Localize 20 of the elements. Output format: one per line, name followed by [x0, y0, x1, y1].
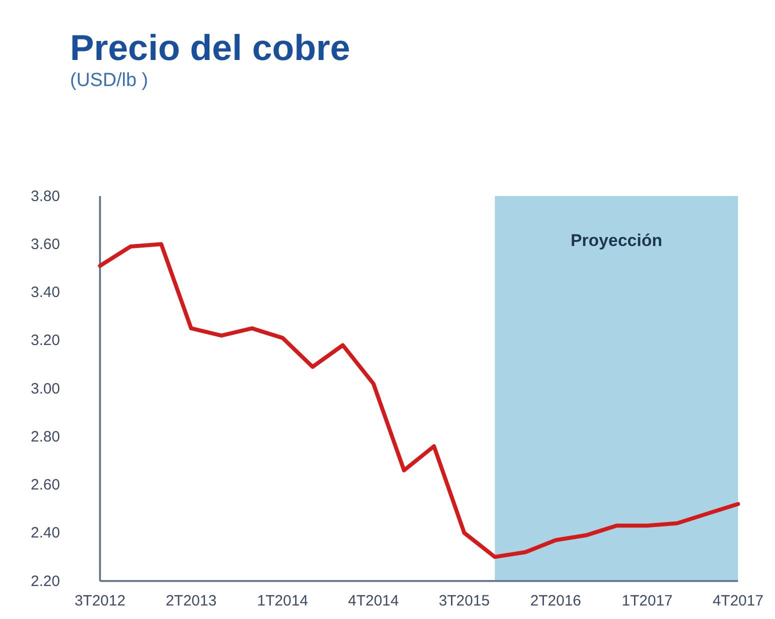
- band-label: Proyección: [570, 231, 662, 250]
- y-tick-label: 3.60: [30, 236, 60, 253]
- x-tick-label: 3T2015: [438, 592, 490, 610]
- y-tick-label: 2.80: [30, 428, 60, 446]
- x-tick-label: 4T2014: [348, 592, 399, 610]
- y-tick-label: 2.60: [30, 476, 60, 494]
- x-tick-label: 4T2017: [712, 592, 764, 610]
- y-tick-label: 3.20: [30, 332, 60, 350]
- y-tick-label: 2.40: [30, 524, 60, 542]
- y-tick-label: 3.40: [30, 284, 60, 302]
- x-tick-label: 1T2014: [257, 592, 308, 610]
- y-tick-label: 3.80: [30, 188, 60, 205]
- chart-title: Precio del cobre: [70, 27, 350, 68]
- x-tick-label: 2T2013: [166, 592, 217, 610]
- y-tick-label: 2.20: [30, 572, 60, 590]
- chart-subtitle: (USD/lb ): [70, 70, 148, 91]
- x-tick-label: 2T2016: [530, 592, 582, 610]
- y-tick-label: 3.00: [30, 380, 60, 398]
- x-tick-label: 3T2012: [74, 592, 126, 610]
- x-tick-label: 1T2017: [622, 592, 673, 610]
